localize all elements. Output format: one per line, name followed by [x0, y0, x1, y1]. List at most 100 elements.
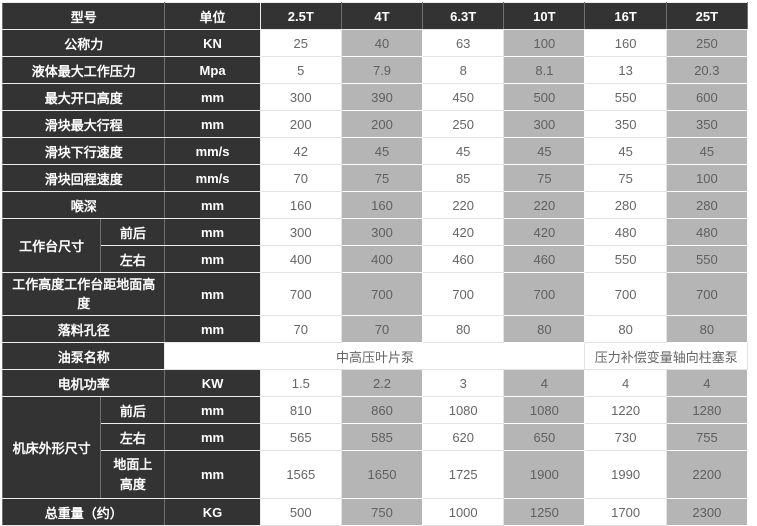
pump-name-small-models: 中高压叶片泵 [164, 342, 586, 370]
value-cell: 500 [503, 83, 586, 111]
value-cell: 7.9 [340, 56, 424, 84]
value-cell: 220 [422, 191, 505, 219]
col-header-4t: 4T [340, 2, 424, 30]
value-cell: 160 [340, 191, 424, 219]
value-cell: 700 [665, 272, 749, 316]
value-cell: 750 [340, 498, 424, 526]
value-cell: 80 [503, 315, 586, 343]
unit-cell: mm [164, 245, 261, 273]
unit-cell: mm [164, 191, 261, 219]
value-cell: 585 [340, 423, 424, 451]
value-cell: 25 [259, 29, 342, 57]
value-cell: 20.3 [665, 56, 749, 84]
unit-cell: KW [164, 369, 261, 397]
value-cell: 755 [665, 423, 749, 451]
value-cell: 40 [340, 29, 424, 57]
unit-cell: mm/s [164, 137, 261, 165]
row-max-stroke: 滑块最大行程 mm 200 200 250 300 350 350 [1, 110, 749, 138]
row-label: 滑块最大行程 [1, 110, 166, 138]
pump-name-large-models: 压力补偿变量轴向柱塞泵 [584, 342, 748, 370]
value-cell: 280 [584, 191, 667, 219]
col-header-2-5t: 2.5T [259, 2, 342, 30]
value-cell: 350 [584, 110, 667, 138]
row-label-worktable: 工作台尺寸 [1, 218, 102, 273]
value-cell: 1080 [422, 396, 505, 424]
value-cell: 700 [259, 272, 342, 316]
row-motor-power: 电机功率 KW 1.5 2.2 3 4 4 4 [1, 369, 749, 397]
value-cell: 80 [665, 315, 749, 343]
value-cell: 4 [665, 369, 749, 397]
value-cell: 160 [259, 191, 342, 219]
value-cell: 400 [259, 245, 342, 273]
unit-cell: mm [164, 83, 261, 111]
value-cell: 280 [665, 191, 749, 219]
row-total-weight: 总重量（约） KG 500 750 1000 1250 1700 2300 [1, 498, 749, 526]
unit-cell: mm [164, 450, 261, 499]
value-cell: 70 [259, 315, 342, 343]
sub-label: 地面上高度 [100, 450, 166, 499]
col-header-16t: 16T [584, 2, 667, 30]
value-cell: 450 [422, 83, 505, 111]
value-cell: 300 [340, 218, 424, 246]
value-cell: 460 [422, 245, 505, 273]
value-cell: 700 [584, 272, 667, 316]
value-cell: 1990 [584, 450, 667, 499]
row-label: 滑块下行速度 [1, 137, 166, 165]
value-cell: 810 [259, 396, 342, 424]
value-cell: 250 [665, 29, 749, 57]
value-cell: 4 [503, 369, 586, 397]
row-label: 喉深 [1, 191, 166, 219]
col-header-6-3t: 6.3T [422, 2, 505, 30]
value-cell: 550 [665, 245, 749, 273]
row-label: 液体最大工作压力 [1, 56, 166, 84]
value-cell: 1725 [422, 450, 505, 499]
row-machine-height-ground: 地面上高度 mm 1565 1650 1725 1900 1990 2200 [3, 450, 749, 499]
value-cell: 550 [584, 83, 667, 111]
row-machine-front-back: 机床外形尺寸 前后 mm 810 860 1080 1080 1220 1280 [1, 396, 749, 499]
value-cell: 45 [665, 137, 749, 165]
unit-cell: mm [164, 423, 261, 451]
value-cell: 1280 [665, 396, 749, 424]
value-cell: 42 [259, 137, 342, 165]
value-cell: 1250 [503, 498, 586, 526]
value-cell: 45 [503, 137, 586, 165]
value-cell: 70 [340, 315, 424, 343]
row-return-speed: 滑块回程速度 mm/s 70 75 85 75 75 100 [1, 164, 749, 192]
row-label-machine-dims: 机床外形尺寸 [1, 396, 102, 499]
value-cell: 390 [340, 83, 424, 111]
value-cell: 700 [340, 272, 424, 316]
sub-label: 左右 [100, 423, 166, 451]
value-cell: 1.5 [259, 369, 342, 397]
unit-cell: KN [164, 29, 261, 57]
row-work-height: 工作高度工作台距地面高度 mm 700 700 700 700 700 700 [1, 272, 749, 316]
value-cell: 75 [340, 164, 424, 192]
value-cell: 620 [422, 423, 505, 451]
row-oil-pump: 油泵名称 中高压叶片泵 压力补偿变量轴向柱塞泵 [1, 342, 748, 370]
value-cell: 600 [665, 83, 749, 111]
row-worktable-left-right: 左右 mm 400 400 460 460 550 550 [3, 245, 749, 273]
unit-cell: mm [164, 396, 261, 424]
value-cell: 8 [422, 56, 505, 84]
value-cell: 1650 [340, 450, 424, 499]
value-cell: 250 [422, 110, 505, 138]
col-header-model: 型号 [1, 2, 166, 30]
row-label: 最大开口高度 [1, 83, 166, 111]
row-down-speed: 滑块下行速度 mm/s 42 45 45 45 45 45 [1, 137, 749, 165]
value-cell: 1080 [503, 396, 586, 424]
unit-cell: KG [164, 498, 261, 526]
value-cell: 565 [259, 423, 342, 451]
value-cell: 3 [422, 369, 505, 397]
col-header-25t: 25T [665, 2, 749, 30]
value-cell: 45 [422, 137, 505, 165]
value-cell: 1220 [584, 396, 667, 424]
value-cell: 500 [259, 498, 342, 526]
row-label: 落料孔径 [1, 315, 166, 343]
col-header-unit: 单位 [164, 2, 261, 30]
value-cell: 220 [503, 191, 586, 219]
row-nominal-force: 公称力 KN 25 40 63 100 160 250 [1, 29, 749, 57]
row-machine-left-right: 左右 mm 565 585 620 650 730 755 [3, 423, 749, 451]
col-header-10t: 10T [503, 2, 586, 30]
value-cell: 5 [259, 56, 342, 84]
value-cell: 4 [584, 369, 667, 397]
value-cell: 2.2 [340, 369, 424, 397]
